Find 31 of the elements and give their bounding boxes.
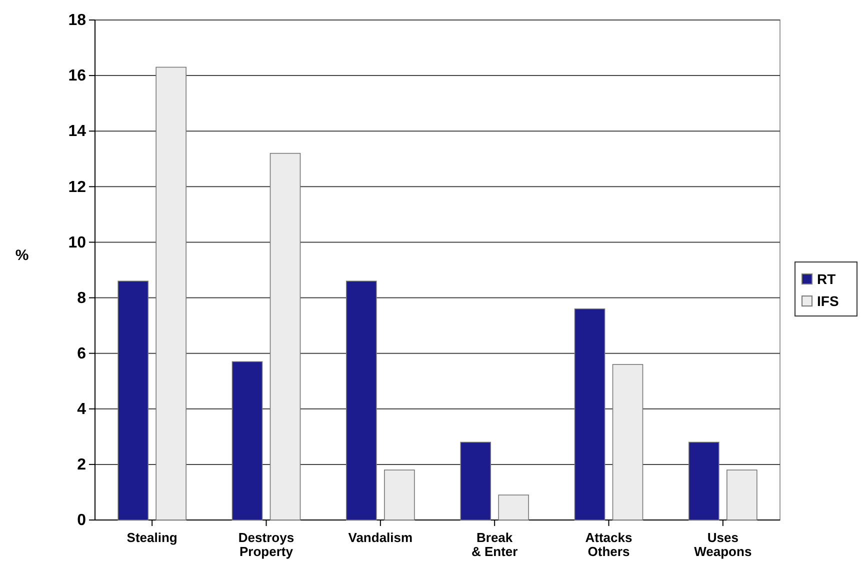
y-tick-label: 6 — [77, 345, 86, 362]
y-axis-title: % — [15, 247, 29, 264]
bar — [574, 308, 606, 520]
y-tick-label: 18 — [68, 12, 86, 30]
bar — [270, 152, 301, 520]
y-tick-label: 12 — [68, 178, 86, 196]
x-tick-label: Attacks Others — [585, 530, 632, 559]
y-tick-label: 0 — [77, 512, 86, 530]
legend-label: RT — [817, 271, 836, 287]
y-tick-label: 4 — [77, 401, 86, 418]
bar — [498, 494, 529, 520]
bar — [156, 66, 186, 520]
bar — [726, 470, 758, 520]
x-tick-label: Break & Enter — [471, 530, 518, 559]
bar — [384, 470, 415, 520]
y-tick-label: 14 — [68, 123, 86, 140]
bar — [460, 442, 491, 520]
y-tick-label: 10 — [68, 234, 86, 252]
x-tick-label: Uses Weapons — [694, 530, 752, 559]
bar — [346, 280, 377, 520]
legend-label: IFS — [817, 293, 839, 309]
y-tick-label: 2 — [77, 456, 86, 474]
y-tick-label: 16 — [68, 68, 86, 85]
bar — [688, 442, 720, 520]
bar — [612, 364, 644, 520]
x-tick-label: Vandalism — [348, 530, 413, 545]
bar — [232, 361, 263, 520]
y-tick-label: 8 — [77, 290, 86, 307]
x-tick-label: Destroys Property — [238, 530, 294, 559]
bar — [118, 280, 148, 520]
x-tick-label: Stealing — [126, 530, 178, 545]
